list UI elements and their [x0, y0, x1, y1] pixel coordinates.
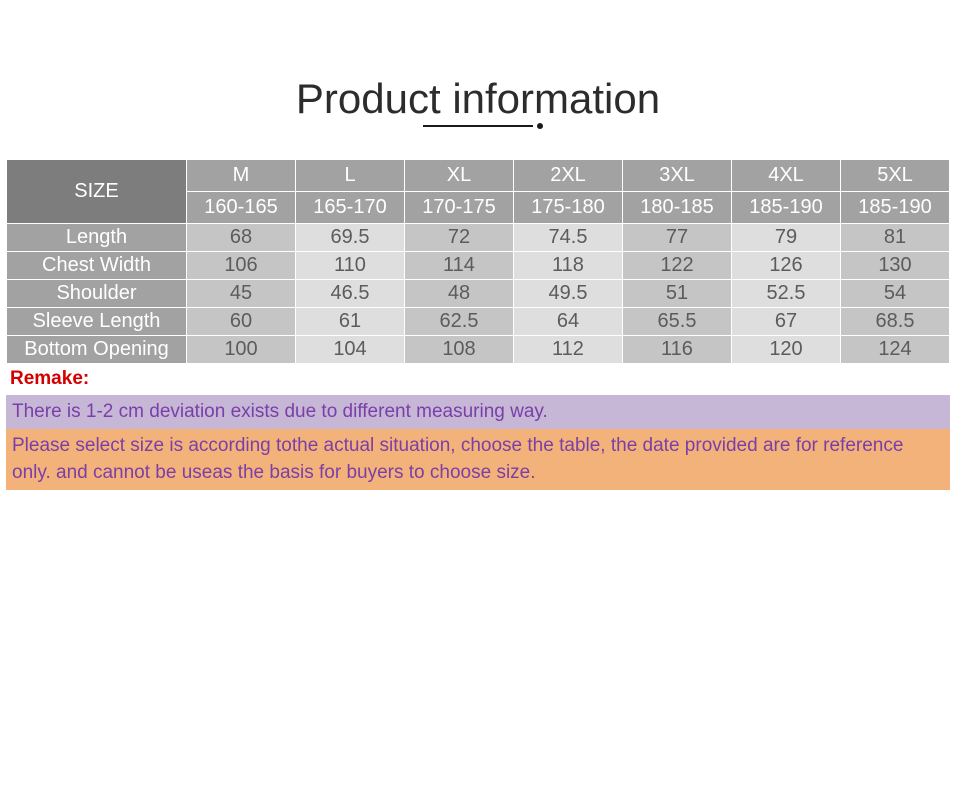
col-range-3: 175-180 [514, 192, 623, 224]
cell: 69.5 [296, 224, 405, 252]
cell: 122 [623, 252, 732, 280]
cell: 62.5 [405, 308, 514, 336]
size-label-header: SIZE [7, 160, 187, 224]
cell: 130 [841, 252, 950, 280]
page-title: Product information [296, 75, 660, 123]
table-row: Chest Width 106 110 114 118 122 126 130 [7, 252, 950, 280]
col-range-4: 180-185 [623, 192, 732, 224]
col-size-0: M [187, 160, 296, 192]
col-range-2: 170-175 [405, 192, 514, 224]
cell: 46.5 [296, 280, 405, 308]
cell: 68 [187, 224, 296, 252]
remake-note-2: Please select size is according tothe ac… [6, 429, 950, 490]
header-row: SIZE M L XL 2XL 3XL 4XL 5XL [7, 160, 950, 192]
cell: 114 [405, 252, 514, 280]
cell: 126 [732, 252, 841, 280]
cell: 81 [841, 224, 950, 252]
col-size-4: 3XL [623, 160, 732, 192]
table-row: Shoulder 45 46.5 48 49.5 51 52.5 54 [7, 280, 950, 308]
col-size-2: XL [405, 160, 514, 192]
col-size-3: 2XL [514, 160, 623, 192]
cell: 124 [841, 336, 950, 364]
title-underline [423, 125, 533, 127]
cell: 65.5 [623, 308, 732, 336]
row-label-shoulder: Shoulder [7, 280, 187, 308]
col-size-6: 5XL [841, 160, 950, 192]
cell: 118 [514, 252, 623, 280]
remake-note-1: There is 1-2 cm deviation exists due to … [6, 395, 950, 430]
row-label-length: Length [7, 224, 187, 252]
col-range-1: 165-170 [296, 192, 405, 224]
row-label-bottom: Bottom Opening [7, 336, 187, 364]
cell: 48 [405, 280, 514, 308]
cell: 74.5 [514, 224, 623, 252]
product-info-block: Product information SIZE M L XL 2XL 3XL … [0, 75, 956, 490]
remake-block: Remake: There is 1-2 cm deviation exists… [6, 364, 950, 490]
size-table: SIZE M L XL 2XL 3XL 4XL 5XL 160-165 165-… [6, 159, 950, 364]
cell: 100 [187, 336, 296, 364]
table-row: Bottom Opening 100 104 108 112 116 120 1… [7, 336, 950, 364]
cell: 72 [405, 224, 514, 252]
cell: 60 [187, 308, 296, 336]
cell: 104 [296, 336, 405, 364]
cell: 64 [514, 308, 623, 336]
cell: 61 [296, 308, 405, 336]
col-size-1: L [296, 160, 405, 192]
row-label-sleeve: Sleeve Length [7, 308, 187, 336]
cell: 79 [732, 224, 841, 252]
cell: 54 [841, 280, 950, 308]
col-size-5: 4XL [732, 160, 841, 192]
cell: 45 [187, 280, 296, 308]
cell: 68.5 [841, 308, 950, 336]
cell: 67 [732, 308, 841, 336]
col-range-5: 185-190 [732, 192, 841, 224]
cell: 77 [623, 224, 732, 252]
col-range-6: 185-190 [841, 192, 950, 224]
cell: 116 [623, 336, 732, 364]
title-wrap: Product information [0, 75, 956, 139]
remake-label: Remake: [6, 364, 950, 395]
cell: 106 [187, 252, 296, 280]
col-range-0: 160-165 [187, 192, 296, 224]
cell: 108 [405, 336, 514, 364]
table-row: Length 68 69.5 72 74.5 77 79 81 [7, 224, 950, 252]
table-row: Sleeve Length 60 61 62.5 64 65.5 67 68.5 [7, 308, 950, 336]
cell: 52.5 [732, 280, 841, 308]
cell: 51 [623, 280, 732, 308]
cell: 49.5 [514, 280, 623, 308]
cell: 112 [514, 336, 623, 364]
cell: 110 [296, 252, 405, 280]
cell: 120 [732, 336, 841, 364]
row-label-chest: Chest Width [7, 252, 187, 280]
